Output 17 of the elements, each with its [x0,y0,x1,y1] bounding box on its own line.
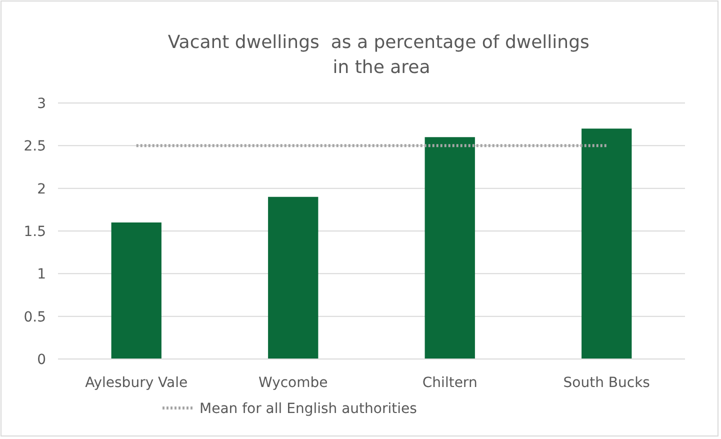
bar [582,128,632,359]
y-tick-label: 2.5 [24,138,46,155]
x-tick-label: Aylesbury Vale [85,375,188,391]
x-tick-label: Chiltern [422,375,478,391]
x-tick-label: Wycombe [258,375,328,391]
y-tick-label: 2 [37,181,46,198]
legend-label: Mean for all English authorities [200,401,417,417]
bar [111,222,162,359]
chart-title: Vacant dwellings as a percentage of dwellings in the area [168,32,596,78]
y-tick-label: 0.5 [24,309,46,326]
bar [268,196,318,359]
bar [424,137,475,359]
y-tick-label: 1.5 [24,224,46,240]
y-tick-label: 0 [37,352,46,368]
x-tick-label: South Bucks [563,375,650,391]
y-tick-label: 3 [37,96,46,112]
y-tick-label: 1 [37,266,46,283]
